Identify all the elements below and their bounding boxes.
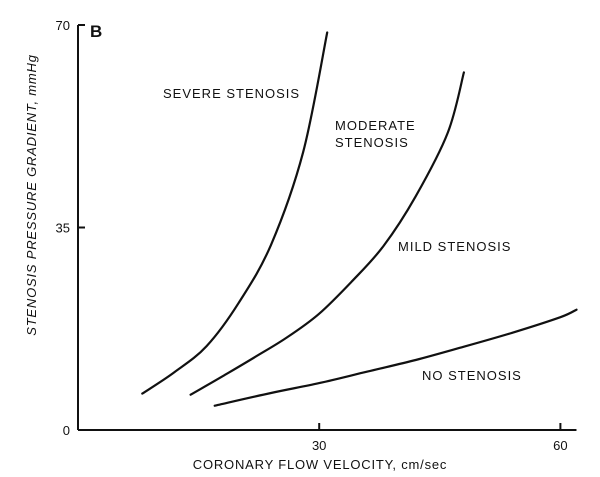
curves [141,31,578,407]
x-tick-label: 60 [553,438,567,453]
axes: 0 35 70 30 60 [56,18,577,453]
curve-moderate-stenosis [189,71,465,396]
series-label-no-stenosis: NO STENOSIS [422,368,522,383]
y-tick-label: 0 [63,423,70,438]
x-axis-label: CORONARY FLOW VELOCITY, cm/sec [193,457,447,472]
series-label-severe-stenosis: SEVERE STENOSIS [163,86,300,101]
y-tick-label: 35 [56,221,70,236]
curve-severe-stenosis [141,31,329,395]
y-tick-label: 70 [56,18,70,33]
labels: CORONARY FLOW VELOCITY, cm/sec STENOSIS P… [24,22,522,472]
x-tick-label: 30 [312,438,326,453]
series-label-moderate-stenosis: MODERATE STENOSIS [335,118,416,150]
y-axis-label: STENOSIS PRESSURE GRADIENT, mmHg [24,54,39,336]
panel-label: B [90,22,102,41]
curve-no-stenosis [213,308,578,407]
series-label-mild-stenosis: MILD STENOSIS [398,239,511,254]
